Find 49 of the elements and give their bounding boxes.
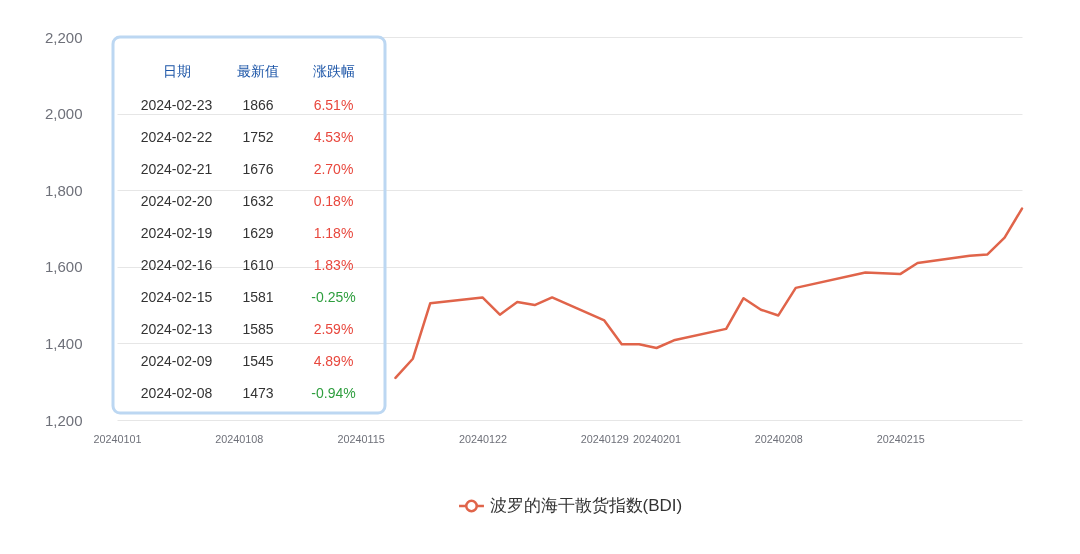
category-label: 2024-02-20 [140, 193, 213, 209]
data-label: 1752 [242, 129, 274, 145]
x-tick-label: 20240101 [93, 433, 142, 445]
category-label: 2024-02-13 [140, 321, 213, 337]
data-label: 1581 [242, 289, 274, 305]
data-label: 1610 [242, 257, 274, 273]
data-label: 1632 [242, 193, 274, 209]
category-label: 2024-02-19 [140, 225, 213, 241]
y-tick-label: 1,800 [44, 181, 83, 199]
text: 最新值 [237, 63, 279, 79]
x-tick-label: 20240201 [633, 433, 682, 445]
category-label: 2024-02-15 [140, 289, 213, 305]
data-label: 0.18% [313, 193, 354, 209]
data-label: 2.59% [313, 321, 354, 337]
line-series [394, 207, 1024, 380]
text: 日期 [162, 63, 191, 79]
y-tick-label: 1,200 [44, 411, 83, 429]
legend-label: 波罗的海干散货指数(BDI) [489, 496, 683, 515]
data-label: 4.53% [313, 129, 354, 145]
data-label: 6.51% [313, 97, 354, 113]
data-label: -0.94% [311, 385, 356, 401]
data-label: 1629 [242, 225, 274, 241]
x-tick-label: 20240215 [876, 433, 925, 445]
x-tick-label: 20240122 [458, 433, 507, 445]
data-label: 2.70% [313, 161, 354, 177]
text: 涨跌幅 [312, 63, 355, 79]
x-tick-label: 20240108 [215, 433, 264, 445]
category-label: 2024-02-22 [140, 129, 213, 145]
data-label: 1.18% [313, 225, 354, 241]
y-tick-label: 1,600 [44, 258, 83, 276]
x-tick-label: 20240115 [337, 433, 385, 445]
y-tick-label: 1,400 [44, 334, 83, 352]
y-tick-label: 2,000 [44, 105, 83, 123]
data-label: 4.89% [313, 353, 354, 369]
data-label: 1676 [242, 161, 274, 177]
category-label: 2024-02-21 [140, 161, 213, 177]
data-label: -0.25% [311, 289, 356, 305]
x-tick-label: 20240129 [580, 433, 629, 445]
category-label: 2024-02-16 [140, 257, 213, 273]
data-label: 1545 [242, 353, 274, 369]
x-tick-label: 20240208 [754, 433, 803, 445]
data-label: 1585 [242, 321, 274, 337]
data-label: 1473 [242, 385, 274, 401]
category-label: 2024-02-08 [140, 385, 213, 401]
data-label: 1866 [242, 97, 274, 113]
y-tick-label: 2,200 [44, 28, 83, 46]
category-label: 2024-02-23 [140, 97, 213, 113]
data-label: 1.83% [313, 257, 354, 273]
category-label: 2024-02-09 [140, 353, 213, 369]
